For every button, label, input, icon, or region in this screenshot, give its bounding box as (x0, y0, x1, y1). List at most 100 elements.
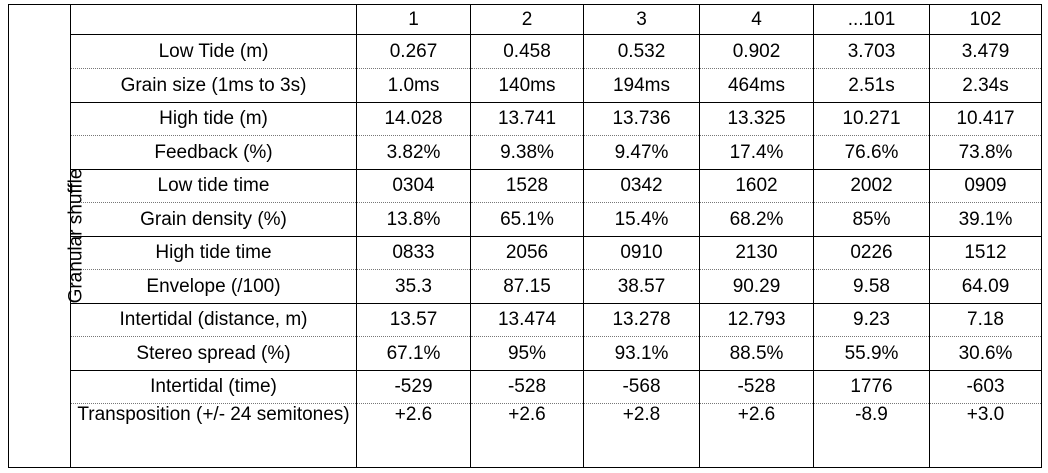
table-row: Grain size (1ms to 3s) 1.0ms 140ms 194ms 464… (9, 68, 1042, 103)
table-cell: 13.474 (470, 303, 584, 337)
table-row: Grain density (%) 13.8% 65.1% 15.4% 68.2% 85%… (9, 202, 1042, 237)
table-row: Intertidal (distance, m) 13.57 13.474 13.27… (9, 303, 1042, 337)
table-cell: 90.29 (699, 269, 814, 304)
table-cell: 464ms (699, 68, 814, 103)
table-cell: 38.57 (583, 269, 700, 304)
table-cell: 140ms (470, 68, 584, 103)
table-cell: 7.18 (929, 303, 1042, 337)
table-cell: 13.57 (356, 303, 471, 337)
granular-shuffle-table: Granular shuffle 1 2 3 4 ...101 102 Low … (8, 4, 1042, 468)
side-label: Granular shuffle (65, 168, 87, 304)
table-cell: 0.902 (699, 34, 814, 69)
table-cell: 9.58 (813, 269, 930, 304)
table-row: Transposition (+/- 24 semitones) +2.6 +2.6… (9, 403, 1042, 468)
row-label: Intertidal (time) (70, 370, 357, 404)
table-row: Intertidal (time) -529 -528 -568 -528 1776 -60… (9, 370, 1042, 404)
table-cell: 13.741 (470, 102, 584, 136)
row-label: Stereo spread (%) (70, 336, 357, 371)
table-cell: +2.6 (356, 403, 471, 468)
table-row: High tide (m) 14.028 13.741 13.736 13.325 10.… (9, 102, 1042, 136)
row-label: Grain size (1ms to 3s) (70, 68, 357, 103)
table-cell: 0.458 (470, 34, 584, 69)
table-cell: 17.4% (699, 135, 814, 170)
table-row: Stereo spread (%) 67.1% 95% 93.1% 88.5% 55.9%… (9, 336, 1042, 371)
table-cell: 13.8% (356, 202, 471, 237)
table-cell: -568 (583, 370, 700, 404)
row-label: Intertidal (distance, m) (70, 303, 357, 337)
table-cell: 13.278 (583, 303, 700, 337)
table-cell: 76.6% (813, 135, 930, 170)
table-cell: -8.9 (813, 403, 930, 468)
row-label: Low tide time (70, 169, 357, 203)
table-cell: 2.34s (929, 68, 1042, 103)
table-cell: 39.1% (929, 202, 1042, 237)
row-label: High tide (m) (70, 102, 357, 136)
row-label: Transposition (+/- 24 semitones) (70, 403, 357, 468)
table-cell: 65.1% (470, 202, 584, 237)
table-cell: 67.1% (356, 336, 471, 371)
table-cell: 87.15 (470, 269, 584, 304)
table-cell: 64.09 (929, 269, 1042, 304)
table-cell: 10.417 (929, 102, 1042, 136)
table-cell: 2002 (813, 169, 930, 203)
table-cell: 73.8% (929, 135, 1042, 170)
table-cell: 85% (813, 202, 930, 237)
table-cell: -529 (356, 370, 471, 404)
table-row: Low tide time 0304 1528 0342 1602 2002 0909 (9, 169, 1042, 203)
table-cell: 9.47% (583, 135, 700, 170)
table-cell: +2.6 (470, 403, 584, 468)
table-cell: 13.325 (699, 102, 814, 136)
header-cell: 102 (929, 4, 1042, 35)
table-cell: 9.38% (470, 135, 584, 170)
table-cell: +3.0 (929, 403, 1042, 468)
header-cell: 4 (699, 4, 814, 35)
table-row: Envelope (/100) 35.3 87.15 38.57 90.29 9.58 64… (9, 269, 1042, 304)
table-cell: 0910 (583, 236, 700, 270)
data-table-container: Granular shuffle 1 2 3 4 ...101 102 Low … (8, 4, 1042, 468)
table-cell: 3.82% (356, 135, 471, 170)
table-cell: 93.1% (583, 336, 700, 371)
table-cell: 0226 (813, 236, 930, 270)
table-cell: 88.5% (699, 336, 814, 371)
table-cell: 2056 (470, 236, 584, 270)
table-cell: -603 (929, 370, 1042, 404)
table-cell: 0909 (929, 169, 1042, 203)
table-row: High tide time 0833 2056 0910 2130 0226 1512 (9, 236, 1042, 270)
header-cell: 3 (583, 4, 700, 35)
table-cell: +2.6 (699, 403, 814, 468)
row-label: High tide time (70, 236, 357, 270)
row-label: Envelope (/100) (70, 269, 357, 304)
table-cell: 30.6% (929, 336, 1042, 371)
table-cell: 14.028 (356, 102, 471, 136)
table-cell: 0.532 (583, 34, 700, 69)
table-cell: 0304 (356, 169, 471, 203)
table-cell: 0833 (356, 236, 471, 270)
header-cell: ...101 (813, 4, 930, 35)
table-cell: 68.2% (699, 202, 814, 237)
header-cell: 2 (470, 4, 584, 35)
table-cell: 194ms (583, 68, 700, 103)
table-cell: 10.271 (813, 102, 930, 136)
row-label: Feedback (%) (70, 135, 357, 170)
header-cell: 1 (356, 4, 471, 35)
table-cell: 2130 (699, 236, 814, 270)
table-cell: -528 (470, 370, 584, 404)
table-cell: 15.4% (583, 202, 700, 237)
table-row: Low Tide (m) 0.267 0.458 0.532 0.902 3.703 3.4… (9, 34, 1042, 69)
table-cell: 3.479 (929, 34, 1042, 69)
table-cell: 0.267 (356, 34, 471, 69)
table-cell: 55.9% (813, 336, 930, 371)
header-row: Granular shuffle 1 2 3 4 ...101 102 (8, 4, 1042, 468)
table-cell: 1512 (929, 236, 1042, 270)
table-cell: 35.3 (356, 269, 471, 304)
table-cell: 9.23 (813, 303, 930, 337)
row-label: Grain density (%) (70, 202, 357, 237)
table-cell: 1602 (699, 169, 814, 203)
table-cell: +2.8 (583, 403, 700, 468)
table-cell: 1528 (470, 169, 584, 203)
table-cell: 12.793 (699, 303, 814, 337)
table-row: Feedback (%) 3.82% 9.38% 9.47% 17.4% 76.6% 73.… (9, 135, 1042, 170)
side-label-cell: Granular shuffle (8, 4, 86, 468)
table-cell: 1776 (813, 370, 930, 404)
table-cell: 2.51s (813, 68, 930, 103)
